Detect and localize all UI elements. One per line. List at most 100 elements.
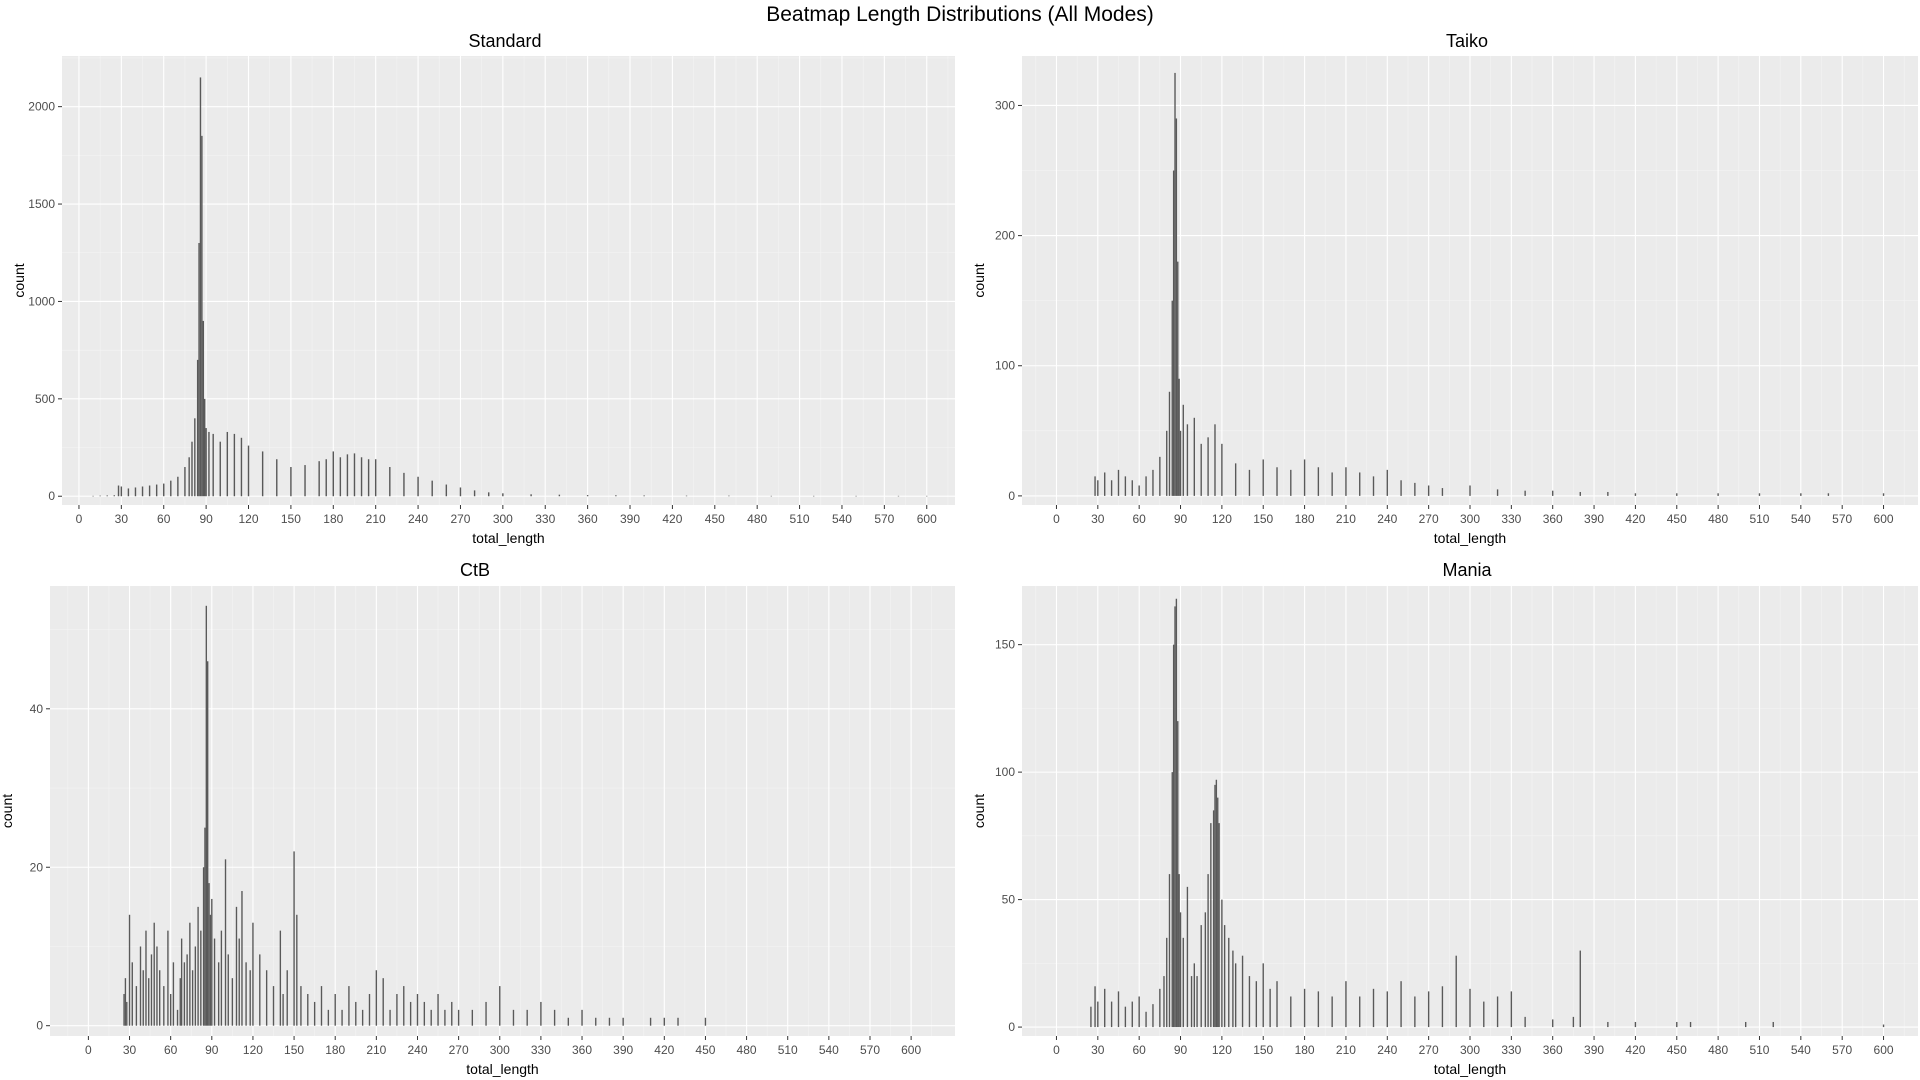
x-tick-label: 420	[662, 512, 682, 526]
x-tick-label: 300	[1460, 1043, 1480, 1057]
bar	[355, 1001, 357, 1026]
bar	[142, 970, 144, 1026]
x-tick-label: 540	[1791, 1043, 1811, 1057]
bar	[120, 486, 123, 497]
bar	[1177, 261, 1179, 496]
bar	[1290, 469, 1292, 496]
bar	[325, 459, 327, 497]
bar	[367, 459, 370, 497]
x-tick-label: 450	[1667, 512, 1687, 526]
bar	[169, 994, 172, 1026]
x-tick-label: 60	[164, 1043, 178, 1057]
bar	[416, 994, 419, 1026]
bar	[445, 484, 448, 497]
bar	[1510, 991, 1513, 1028]
x-tick-label: 30	[123, 1043, 137, 1057]
bar	[1217, 797, 1219, 1028]
bar	[131, 962, 133, 1026]
bar	[279, 930, 282, 1026]
x-tick-label: 150	[284, 1043, 304, 1057]
bar	[526, 1009, 528, 1026]
x-tick-label: 420	[1625, 1043, 1645, 1057]
bar	[403, 472, 405, 497]
bar	[1634, 493, 1637, 496]
bar	[615, 495, 617, 497]
bar	[368, 994, 371, 1026]
x-axis-title: total_length	[472, 530, 544, 546]
bar	[1097, 1001, 1099, 1028]
bar	[1496, 489, 1499, 496]
y-tick-label: 0	[36, 1019, 43, 1033]
x-tick-label: 510	[778, 1043, 798, 1057]
x-tick-label: 300	[490, 1043, 510, 1057]
bar	[1193, 417, 1195, 496]
bar	[1159, 456, 1161, 496]
x-tick-label: 120	[1212, 1043, 1232, 1057]
x-tick-label: 390	[620, 512, 640, 526]
bar	[240, 437, 243, 497]
bar	[1110, 1001, 1113, 1028]
x-tick-label: 0	[85, 1043, 92, 1057]
x-tick-label: 360	[572, 1043, 592, 1057]
x-tick-label: 240	[407, 1043, 427, 1057]
bar	[261, 451, 264, 497]
y-tick-label: 150	[995, 638, 1015, 652]
bar	[1159, 988, 1161, 1028]
bar	[444, 1009, 446, 1026]
x-tick-label: 60	[157, 512, 171, 526]
x-tick-label: 480	[747, 512, 767, 526]
bar	[113, 495, 115, 497]
bar	[926, 495, 928, 497]
bar	[1676, 1021, 1678, 1028]
bar	[183, 962, 186, 1026]
x-tick-label: 180	[1295, 512, 1315, 526]
x-tick-label: 600	[1874, 1043, 1894, 1057]
bar	[1110, 480, 1113, 496]
bar	[1331, 472, 1333, 496]
bar	[1427, 991, 1430, 1028]
bar	[163, 483, 165, 497]
bar	[1552, 490, 1554, 496]
bar	[1186, 886, 1189, 1028]
bar	[567, 1017, 570, 1026]
bar	[663, 1017, 665, 1026]
x-tick-label: 270	[1419, 512, 1439, 526]
bar	[1182, 937, 1184, 1028]
x-tick-label: 510	[1749, 512, 1769, 526]
bar	[199, 77, 202, 497]
bar	[1207, 874, 1209, 1028]
x-tick-label: 180	[323, 512, 343, 526]
x-tick-label: 60	[1132, 1043, 1146, 1057]
bar	[1166, 430, 1168, 496]
x-tick-label: 120	[1212, 512, 1232, 526]
x-tick-label: 420	[1625, 512, 1645, 526]
x-tick-label: 570	[860, 1043, 880, 1057]
bar	[231, 978, 234, 1026]
bar	[156, 946, 158, 1026]
bar	[233, 433, 236, 497]
bar	[1882, 1024, 1885, 1028]
x-tick-label: 510	[1749, 1043, 1769, 1057]
bar	[128, 914, 131, 1026]
x-axis-title: total_length	[466, 1061, 538, 1077]
bar	[1441, 986, 1444, 1028]
bar	[1152, 1004, 1154, 1028]
y-tick-label: 300	[995, 98, 1015, 112]
bar	[1276, 981, 1278, 1028]
bar	[431, 480, 433, 497]
bar	[1717, 493, 1719, 496]
x-tick-label: 330	[531, 1043, 551, 1057]
bar	[1221, 899, 1223, 1028]
bar	[202, 867, 205, 1026]
x-tick-label: 180	[325, 1043, 345, 1057]
bar	[1190, 976, 1193, 1028]
bar	[1262, 963, 1264, 1028]
x-tick-label: 330	[1501, 1043, 1521, 1057]
bar	[1262, 459, 1264, 496]
x-tick-label: 390	[613, 1043, 633, 1057]
bar	[1689, 1021, 1692, 1028]
bar	[1234, 963, 1237, 1028]
bar	[99, 495, 101, 497]
bar	[473, 490, 476, 497]
y-tick-label: 1000	[28, 294, 55, 308]
